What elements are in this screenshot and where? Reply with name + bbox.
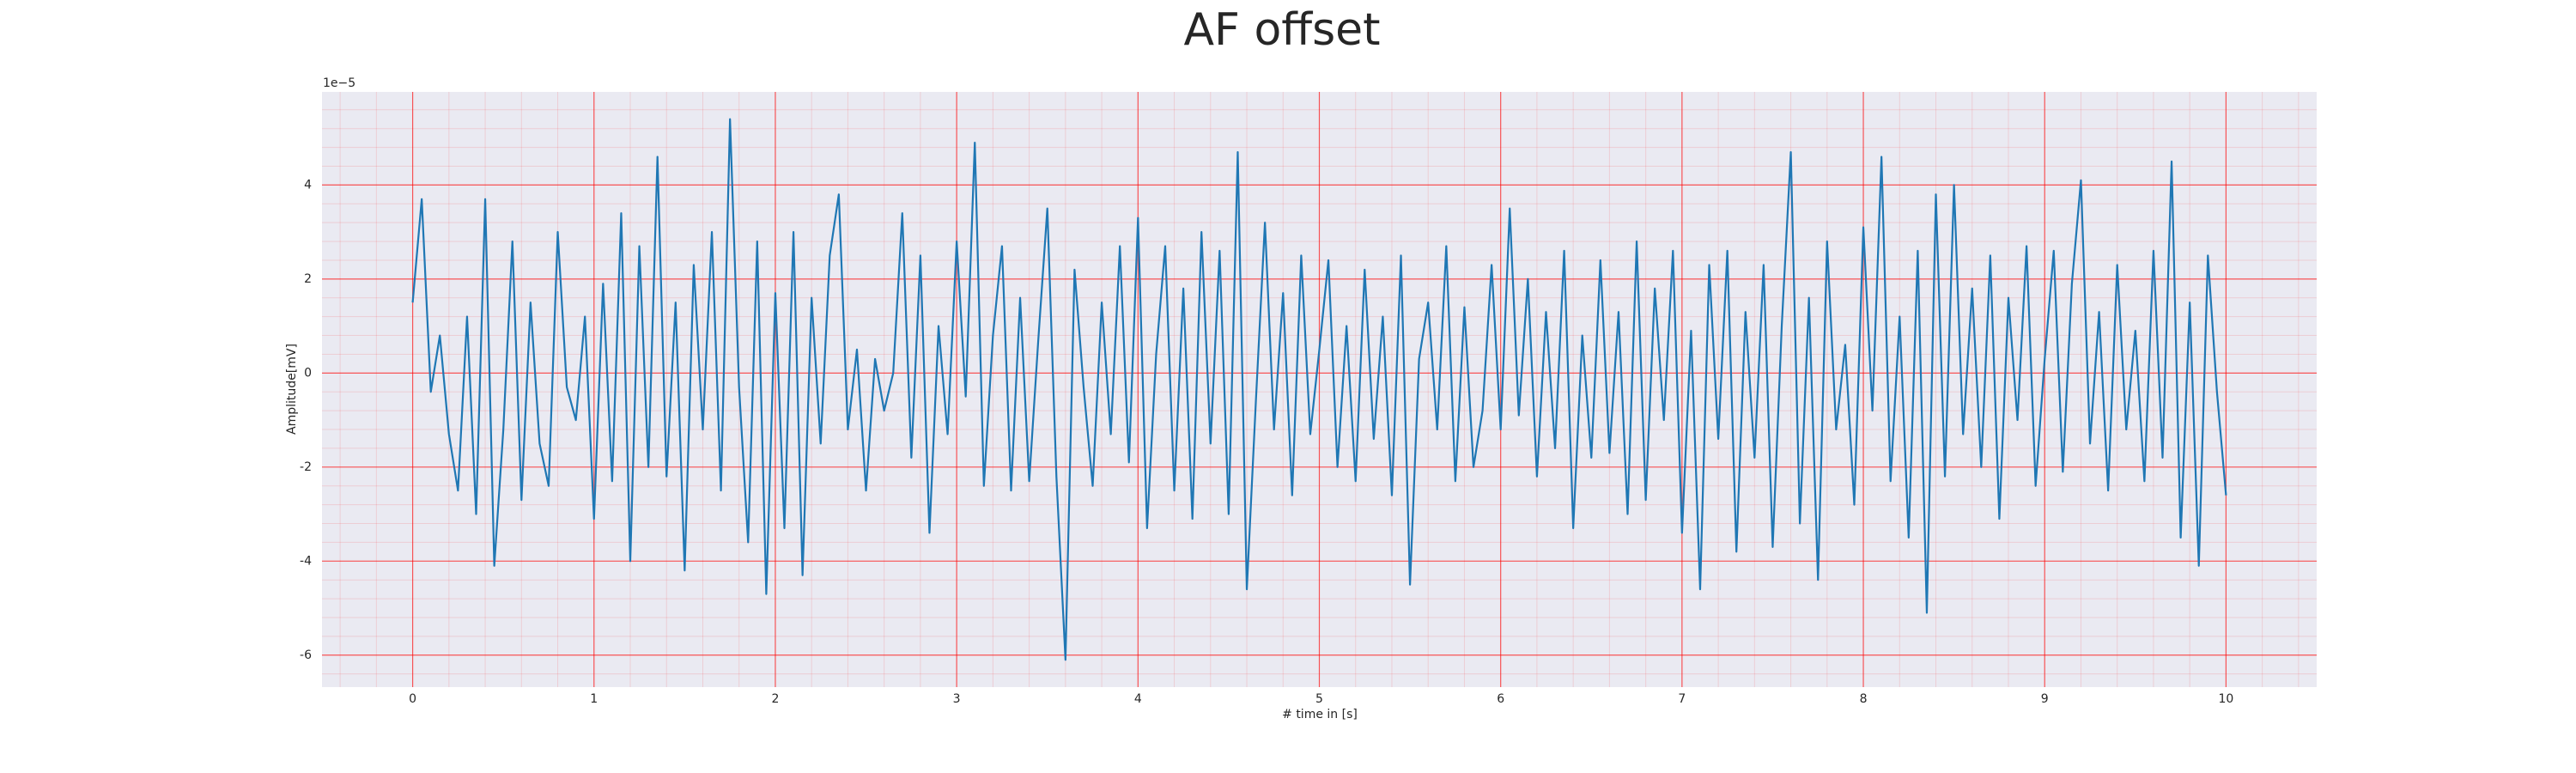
data-line	[411, 118, 2227, 661]
x-tick-label: 9	[2041, 692, 2049, 706]
y-tick-label: 0	[304, 366, 312, 380]
x-tick-label: 2	[771, 692, 779, 706]
x-tick-label: 5	[1315, 692, 1323, 706]
x-tick-label: 10	[2218, 692, 2233, 706]
x-tick-label: 8	[1860, 692, 1868, 706]
x-tick-label: 7	[1678, 692, 1686, 706]
y-tick-label: -4	[300, 554, 312, 568]
y-tick-label: 4	[304, 178, 312, 192]
x-tick-label: 1	[590, 692, 598, 706]
x-tick-label: 6	[1497, 692, 1504, 706]
x-tick-label: 4	[1134, 692, 1142, 706]
y-tick-label: 2	[304, 272, 312, 286]
y-axis-label: Amplitude[mV]	[285, 344, 299, 435]
x-tick-label: 0	[409, 692, 416, 706]
y-offset-label: 1e−5	[323, 76, 355, 90]
x-axis-label: # time in [s]	[1282, 708, 1358, 721]
y-tick-label: -6	[300, 648, 312, 662]
y-tick-label: -2	[300, 460, 312, 474]
chart-title: AF offset	[1183, 4, 1380, 56]
x-tick-label: 3	[953, 692, 961, 706]
